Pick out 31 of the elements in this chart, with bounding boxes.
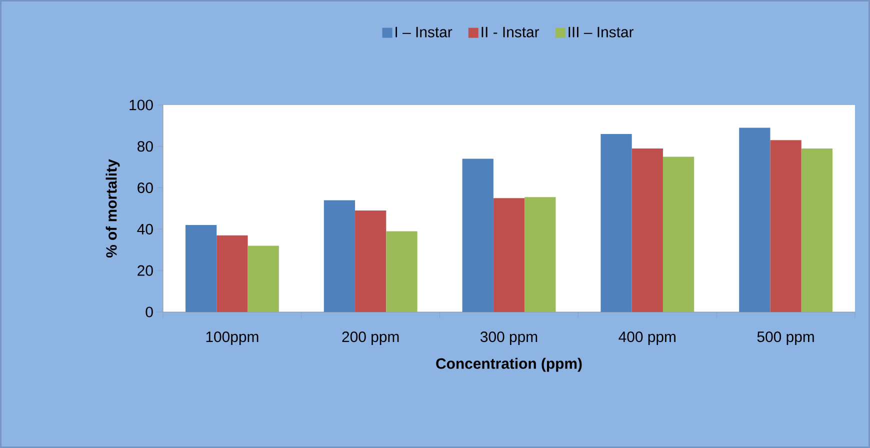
bar — [739, 128, 770, 312]
x-tick-label: 400 ppm — [618, 332, 676, 346]
y-axis-title: % of mortality — [106, 159, 120, 258]
bar — [462, 158, 494, 312]
y-tick-label: 20 — [138, 265, 153, 276]
bar — [801, 148, 833, 312]
bar — [248, 246, 279, 312]
x-tick-label: 300 ppm — [480, 332, 538, 346]
legend-label: I – Instar — [396, 26, 452, 38]
y-tick-label: 80 — [138, 141, 153, 152]
bar — [493, 198, 525, 312]
bar — [524, 197, 556, 312]
bar — [216, 235, 248, 312]
legend-label: II - Instar — [482, 26, 540, 38]
bar — [355, 210, 386, 312]
bar — [186, 225, 217, 312]
y-tick-label: 0 — [146, 306, 153, 318]
x-tick-label: 100ppm — [206, 332, 258, 346]
x-tick-label: 500 ppm — [757, 332, 814, 346]
bar — [770, 140, 802, 312]
bar — [324, 200, 356, 312]
bar — [662, 156, 694, 312]
y-tick-label: 60 — [138, 182, 153, 194]
bar — [386, 231, 418, 312]
legend-label: III – Instar — [568, 26, 634, 38]
bar — [632, 148, 663, 312]
x-axis-title: Concentration (ppm) — [436, 358, 582, 372]
x-tick-label: 200 ppm — [342, 332, 399, 346]
bar — [600, 134, 632, 312]
y-tick-label: 40 — [137, 224, 153, 234]
y-tick-label: 100 — [130, 100, 153, 110]
